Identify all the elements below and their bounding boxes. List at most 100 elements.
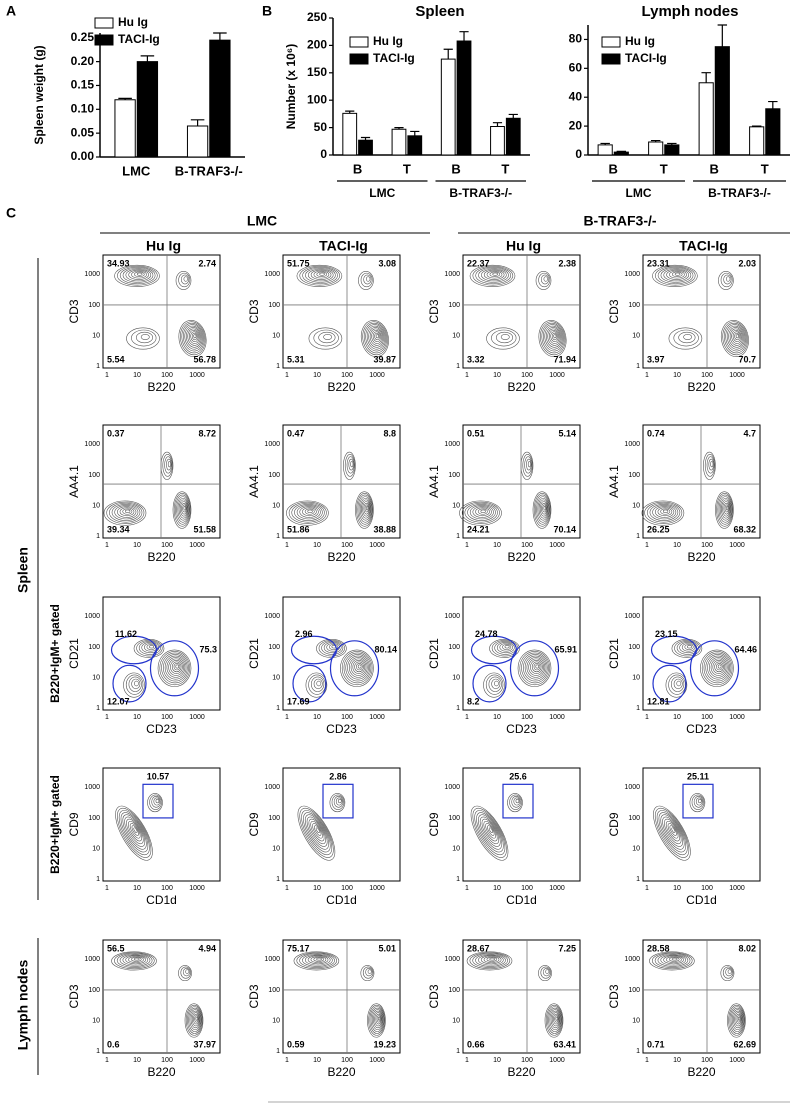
contour <box>729 328 743 346</box>
y-tick-label: 1000 <box>444 613 460 620</box>
x-tick-label: 1000 <box>549 714 565 721</box>
contours <box>111 951 204 1038</box>
contour <box>720 320 749 358</box>
contour <box>535 664 540 669</box>
quadrant-value: 28.58 <box>647 943 670 953</box>
contour <box>719 497 732 521</box>
gate <box>472 664 507 703</box>
contour <box>538 965 552 982</box>
quadrant-value: 0.66 <box>467 1039 485 1049</box>
contour <box>693 796 704 808</box>
contour <box>166 657 186 678</box>
y-axis-label: AA4.1 <box>67 465 81 498</box>
x-tick-label: 1000 <box>729 885 745 892</box>
contour <box>189 1009 201 1031</box>
contour <box>725 968 733 977</box>
y-tick-label: 1000 <box>444 784 460 791</box>
x-tick-label: 1 <box>105 714 109 721</box>
contour <box>480 509 486 513</box>
contour <box>674 272 681 276</box>
contour <box>469 264 516 287</box>
contour <box>365 506 369 511</box>
contour <box>114 952 155 970</box>
contour <box>190 331 199 342</box>
contour <box>697 798 702 804</box>
contour <box>467 503 496 521</box>
contours <box>649 951 746 1038</box>
contour <box>715 491 734 529</box>
x-axis-label: B220 <box>327 550 355 564</box>
contour <box>477 508 488 515</box>
plot-frame <box>102 424 221 539</box>
bar <box>358 139 373 156</box>
gate-value: 2.86 <box>329 772 347 782</box>
error-bar <box>459 31 469 42</box>
contour <box>549 1009 561 1031</box>
gate <box>652 664 687 703</box>
quadrant-value: 70.14 <box>553 524 576 534</box>
contour <box>545 1004 563 1036</box>
plot-frame <box>642 424 761 539</box>
contour <box>345 654 371 682</box>
contour <box>159 651 191 686</box>
y-tick-label: 1000 <box>84 441 100 448</box>
x-tick-label: 1 <box>285 542 289 549</box>
x-axis-label: B220 <box>147 380 175 394</box>
quadrant-value: 51.75 <box>287 258 310 268</box>
contour <box>660 814 685 850</box>
contour <box>316 680 322 687</box>
contour <box>133 827 138 834</box>
quadrant-value: 4.94 <box>198 943 216 953</box>
contour <box>155 798 160 804</box>
quadrant-value: 38.88 <box>373 524 396 534</box>
contour <box>377 1016 381 1021</box>
panel-label: B <box>262 3 272 19</box>
y-tick-label: 100 <box>88 644 100 651</box>
contour <box>706 456 715 474</box>
y-tick-label: 10 <box>92 332 100 339</box>
contour <box>541 502 548 515</box>
contour <box>533 493 551 527</box>
contour <box>537 497 549 521</box>
contour <box>718 271 734 290</box>
x-tick-label: 100 <box>701 714 713 721</box>
y-tick-label: 100 <box>448 815 460 822</box>
x-axis-label: B220 <box>507 380 535 394</box>
contour <box>124 816 146 847</box>
contour <box>500 334 510 340</box>
group-header: B-TRAF3-/- <box>583 213 656 229</box>
contour <box>313 678 323 690</box>
y-tick-label: 0.25 <box>71 30 95 44</box>
y-tick-label: 0.15 <box>71 78 95 92</box>
panel-label: A <box>6 3 16 19</box>
contour <box>548 330 560 344</box>
contour <box>128 820 143 842</box>
y-axis-label: CD3 <box>247 299 261 323</box>
quadrant-value: 0.74 <box>647 428 665 438</box>
contour <box>735 1013 742 1025</box>
x-tick-label: T <box>660 161 668 176</box>
x-tick-label: 1000 <box>729 372 745 379</box>
contour <box>654 506 675 518</box>
y-tick-label: 10 <box>272 502 280 509</box>
x-tick-label: 1 <box>645 714 649 721</box>
gate-value: 12.81 <box>647 696 670 706</box>
x-axis-label: CD1d <box>146 893 177 907</box>
contour <box>310 956 327 963</box>
x-tick-label: 1 <box>285 1057 289 1064</box>
y-axis-label: Spleen weight (g) <box>32 45 46 144</box>
contour <box>306 816 328 847</box>
x-tick-label: 100 <box>341 714 353 721</box>
x-tick-label: B <box>353 161 362 176</box>
y-tick-label: 100 <box>88 815 100 822</box>
y-tick-label: 1 <box>96 363 100 370</box>
contour <box>641 500 685 526</box>
plot-frame <box>282 254 401 369</box>
contour <box>299 953 335 968</box>
contour <box>493 680 499 687</box>
contour <box>313 329 339 347</box>
contour <box>545 969 550 974</box>
contour <box>315 827 320 834</box>
x-tick-label: 1000 <box>729 714 745 721</box>
